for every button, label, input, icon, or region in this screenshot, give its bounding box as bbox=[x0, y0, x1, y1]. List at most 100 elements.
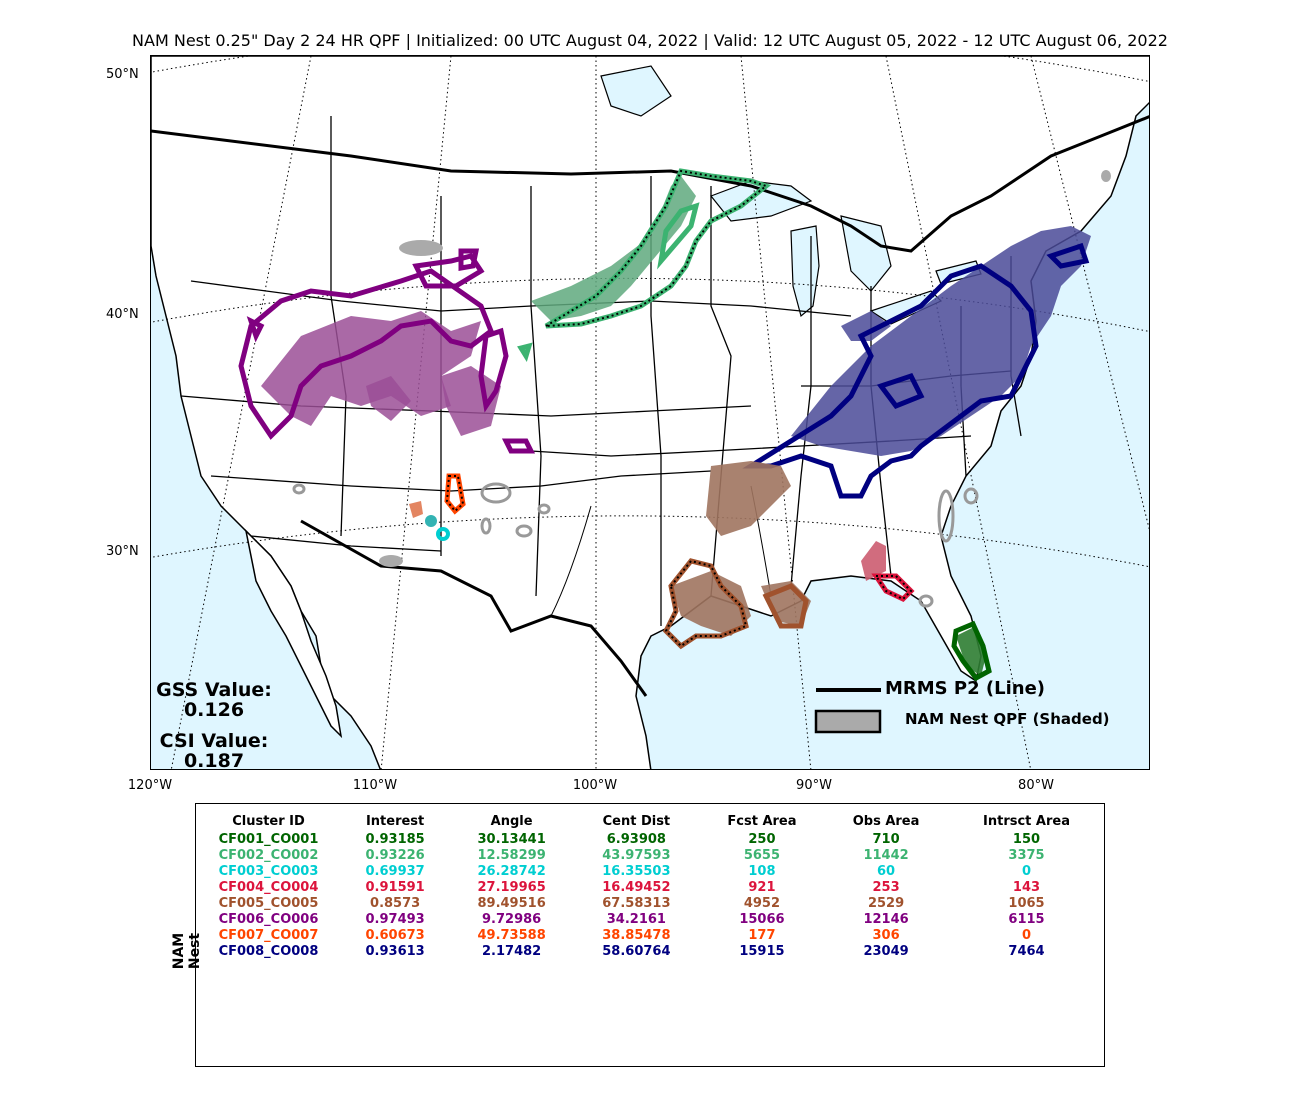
cell-intrsct-area: 0 bbox=[1021, 928, 1032, 943]
lon-label-80w: 80°W bbox=[1018, 778, 1054, 793]
cell-angle: 9.72986 bbox=[482, 912, 542, 927]
map-title: NAM Nest 0.25" Day 2 24 HR QPF | Initial… bbox=[132, 31, 1168, 50]
cell-obs-area: 23049 bbox=[863, 944, 909, 959]
cell-cent-dist: 16.49452 bbox=[602, 880, 671, 895]
lat-label-40n: 40°N bbox=[106, 307, 139, 322]
legend-shaded-label: NAM Nest QPF (Shaded) bbox=[905, 710, 1110, 728]
header-angle: Angle bbox=[490, 814, 533, 829]
stats-table: Cluster ID Interest Angle Cent Dist Fcst… bbox=[196, 814, 1106, 960]
table-row: CF007_CO007 0.60673 49.73588 38.85478 17… bbox=[196, 928, 1106, 944]
cell-angle: 27.19965 bbox=[477, 880, 546, 895]
table-row: CF006_CO006 0.97493 9.72986 34.2161 1506… bbox=[196, 912, 1106, 928]
cell-cluster-id: CF007_CO007 bbox=[218, 928, 319, 943]
cell-cent-dist: 34.2161 bbox=[606, 912, 666, 927]
us-canada-border bbox=[151, 115, 1149, 253]
cluster-cf005 bbox=[662, 461, 811, 650]
cell-obs-area: 60 bbox=[877, 864, 896, 879]
cell-interest: 0.91591 bbox=[365, 880, 425, 895]
unmatched-forecast-shading bbox=[379, 170, 1111, 567]
cluster-cf002 bbox=[517, 168, 772, 363]
cell-fcst-area: 250 bbox=[748, 832, 776, 847]
lake-michigan bbox=[790, 225, 820, 318]
cell-intrsct-area: 7464 bbox=[1008, 944, 1045, 959]
lake-huron bbox=[840, 215, 892, 292]
stats-table-panel: Cluster ID Interest Angle Cent Dist Fcst… bbox=[195, 803, 1105, 1067]
cell-obs-area: 12146 bbox=[863, 912, 909, 927]
stats-table-body: CF001_CO001 0.93185 30.13441 6.93908 250… bbox=[196, 832, 1106, 960]
lon-label-90w: 90°W bbox=[796, 778, 832, 793]
cell-angle: 89.49516 bbox=[477, 896, 546, 911]
unmatched-obs-outlines bbox=[292, 482, 979, 608]
cell-cluster-id: CF001_CO001 bbox=[218, 832, 319, 847]
table-row: CF002_CO002 0.93226 12.58299 43.97593 56… bbox=[196, 848, 1106, 864]
cell-interest: 0.69937 bbox=[365, 864, 425, 879]
header-intrsct-area: Intrsct Area bbox=[983, 814, 1070, 829]
cluster-cf004 bbox=[861, 541, 915, 603]
lat-label-30n: 30°N bbox=[106, 544, 139, 559]
cluster-cf006 bbox=[238, 248, 536, 454]
cell-angle: 26.28742 bbox=[477, 864, 546, 879]
cell-cent-dist: 6.93908 bbox=[606, 832, 666, 847]
cell-angle: 30.13441 bbox=[477, 832, 546, 847]
header-obs-area: Obs Area bbox=[852, 814, 920, 829]
csi-label: CSI Value: bbox=[159, 730, 269, 752]
cell-obs-area: 710 bbox=[872, 832, 900, 847]
cell-fcst-area: 4952 bbox=[743, 896, 781, 911]
cell-fcst-area: 5655 bbox=[743, 848, 781, 863]
cell-intrsct-area: 1065 bbox=[1008, 896, 1045, 911]
cell-intrsct-area: 3375 bbox=[1008, 848, 1045, 863]
map-canvas bbox=[151, 56, 1149, 769]
cell-obs-area: 253 bbox=[872, 880, 900, 895]
cell-interest: 0.8573 bbox=[370, 896, 421, 911]
lon-label-110w: 110°W bbox=[352, 778, 398, 793]
header-cent-dist: Cent Dist bbox=[602, 814, 671, 829]
gss-label: GSS Value: bbox=[156, 679, 272, 701]
lon-label-120w: 120°W bbox=[127, 778, 173, 793]
cell-obs-area: 11442 bbox=[863, 848, 909, 863]
cell-interest: 0.93226 bbox=[365, 848, 425, 863]
cluster-cf008 bbox=[742, 226, 1091, 499]
cluster-cf007 bbox=[409, 473, 466, 518]
cell-intrsct-area: 0 bbox=[1021, 864, 1032, 879]
cell-cent-dist: 38.85478 bbox=[602, 928, 671, 943]
cell-cluster-id: CF004_CO004 bbox=[218, 880, 319, 895]
table-row: CF001_CO001 0.93185 30.13441 6.93908 250… bbox=[196, 832, 1106, 848]
cell-interest: 0.93613 bbox=[365, 944, 425, 959]
cell-fcst-area: 108 bbox=[748, 864, 776, 879]
cell-interest: 0.93185 bbox=[365, 832, 425, 847]
table-row: CF003_CO003 0.69937 26.28742 16.35503 10… bbox=[196, 864, 1106, 880]
table-row: CF004_CO004 0.91591 27.19965 16.49452 92… bbox=[196, 880, 1106, 896]
cell-cent-dist: 67.58313 bbox=[602, 896, 671, 911]
lon-label-100w: 100°W bbox=[572, 778, 618, 793]
cell-cluster-id: CF005_CO005 bbox=[218, 896, 319, 911]
cell-fcst-area: 177 bbox=[748, 928, 776, 943]
table-header-row: Cluster ID Interest Angle Cent Dist Fcst… bbox=[196, 814, 1106, 832]
cell-cluster-id: CF003_CO003 bbox=[218, 864, 319, 879]
us-mexico-border bbox=[300, 519, 648, 697]
cell-interest: 0.60673 bbox=[365, 928, 425, 943]
lat-label-50n: 50°N bbox=[106, 67, 139, 82]
cell-interest: 0.97493 bbox=[365, 912, 425, 927]
cell-fcst-area: 921 bbox=[748, 880, 776, 895]
header-interest: Interest bbox=[365, 814, 425, 829]
gss-value: 0.126 bbox=[183, 699, 245, 721]
cell-angle: 12.58299 bbox=[477, 848, 546, 863]
header-fcst-area: Fcst Area bbox=[727, 814, 797, 829]
cell-fcst-area: 15066 bbox=[739, 912, 785, 927]
cell-angle: 2.17482 bbox=[482, 944, 542, 959]
cell-obs-area: 306 bbox=[872, 928, 900, 943]
map-panel bbox=[150, 55, 1150, 770]
cell-cent-dist: 43.97593 bbox=[602, 848, 671, 863]
table-row: CF008_CO008 0.93613 2.17482 58.60764 159… bbox=[196, 944, 1106, 960]
table-row: CF005_CO005 0.8573 89.49516 67.58313 495… bbox=[196, 896, 1106, 912]
cell-angle: 49.73588 bbox=[477, 928, 546, 943]
cell-cluster-id: CF002_CO002 bbox=[218, 848, 319, 863]
map-legend bbox=[814, 688, 882, 734]
cell-cluster-id: CF008_CO008 bbox=[218, 944, 319, 959]
cell-intrsct-area: 6115 bbox=[1008, 912, 1045, 927]
header-cluster-id: Cluster ID bbox=[232, 814, 305, 829]
csi-value: 0.187 bbox=[183, 750, 245, 772]
cell-cent-dist: 16.35503 bbox=[602, 864, 671, 879]
cell-obs-area: 2529 bbox=[867, 896, 905, 911]
hudson-bay-area bbox=[600, 65, 672, 117]
